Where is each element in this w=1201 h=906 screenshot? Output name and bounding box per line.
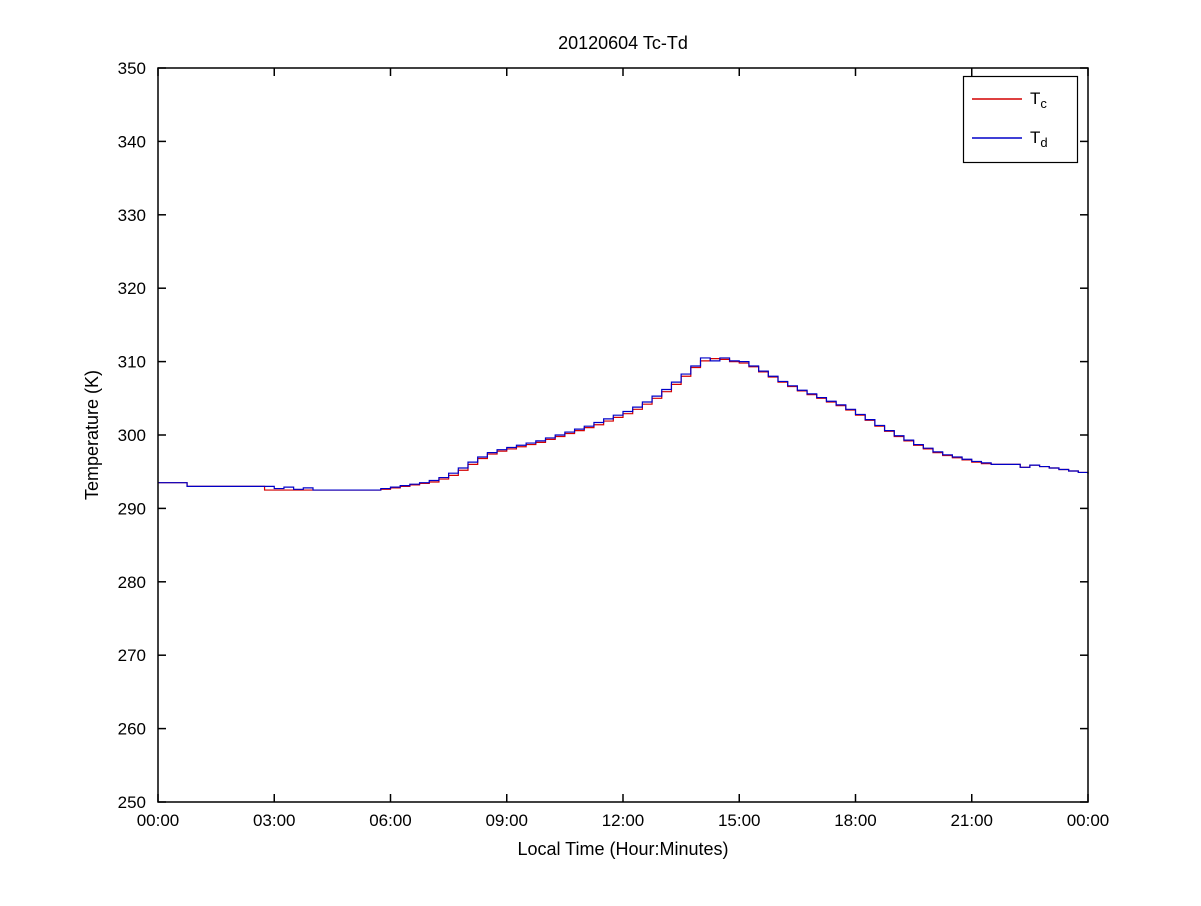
y-tick-label: 330 [118, 206, 146, 225]
plot-frame [157, 67, 1089, 803]
y-tick-label: 280 [118, 573, 146, 592]
series-layer [158, 357, 1089, 491]
x-tick-label: 21:00 [950, 811, 993, 830]
y-tick-label: 340 [118, 132, 146, 151]
legend-label-td-sub: d [1040, 135, 1047, 150]
y-tick-label: 350 [118, 59, 146, 78]
y-tick-label: 300 [118, 426, 146, 445]
plot-area [158, 68, 1088, 802]
x-tick-label: 18:00 [834, 811, 877, 830]
legend-label-tc-main: T [1030, 89, 1040, 108]
legend: Tc Td [962, 75, 1079, 164]
y-tick-label: 310 [118, 353, 146, 372]
legend-label-td: Td [1030, 128, 1048, 150]
x-axis-label: Local Time (Hour:Minutes) [517, 839, 728, 859]
x-tick-label: 06:00 [369, 811, 412, 830]
y-tick-label: 270 [118, 646, 146, 665]
x-tick-label: 00:00 [1067, 811, 1110, 830]
x-tick-label: 15:00 [718, 811, 761, 830]
tick-labels-layer: 250 260 270 280 290 300 310 320 330 340 350 00:00 03… [118, 59, 1110, 830]
x-tick-label: 09:00 [485, 811, 528, 830]
chart-title: 20120604 Tc-Td [558, 33, 688, 53]
y-tick-label: 320 [118, 279, 146, 298]
x-tick-label: 00:00 [137, 811, 180, 830]
y-axis-label: Temperature (K) [82, 370, 102, 500]
y-tick-label: 250 [118, 793, 146, 812]
legend-entry-td: Td [972, 128, 1048, 150]
x-tick-label: 03:00 [253, 811, 296, 830]
y-tick-label: 260 [118, 720, 146, 739]
series-line-Td [158, 357, 1089, 491]
legend-label-td-main: T [1030, 128, 1040, 147]
x-tick-label: 12:00 [602, 811, 645, 830]
legend-entry-tc: Tc [972, 89, 1047, 111]
legend-label-tc-sub: c [1040, 96, 1047, 111]
y-tick-label: 290 [118, 499, 146, 518]
legend-label-tc: Tc [1030, 89, 1047, 111]
legend-box [962, 75, 1079, 164]
